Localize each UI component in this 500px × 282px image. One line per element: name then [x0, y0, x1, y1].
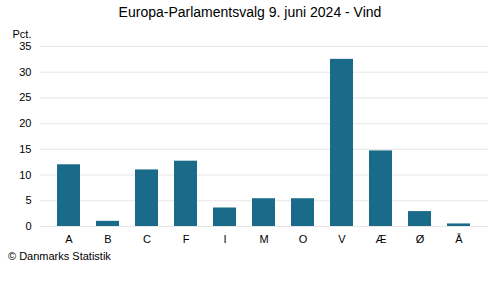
svg-text:I: I [223, 233, 226, 245]
svg-text:Pct.: Pct. [13, 28, 32, 40]
svg-text:35: 35 [19, 40, 31, 52]
svg-text:F: F [183, 233, 190, 245]
svg-text:Å: Å [455, 233, 463, 245]
html-text:© Danmarks Statistik: © Danmarks Statistik [8, 250, 111, 262]
svg-text:O: O [299, 233, 308, 245]
html-text:Europa-Parlamentsvalg 9. juni: Europa-Parlamentsvalg 9. juni 2024 - Vin… [118, 4, 382, 20]
svg-text:M: M [259, 233, 268, 245]
svg-text:Ø: Ø [416, 233, 425, 245]
svg-text:10: 10 [19, 169, 31, 181]
svg-text:0: 0 [25, 220, 31, 232]
svg-text:25: 25 [19, 91, 31, 103]
svg-text:15: 15 [19, 143, 31, 155]
svg-text:A: A [65, 233, 73, 245]
svg-text:C: C [143, 233, 151, 245]
svg-text:V: V [338, 233, 346, 245]
svg-text:B: B [104, 233, 111, 245]
svg-text:30: 30 [19, 66, 31, 78]
svg-text:Æ: Æ [376, 233, 387, 245]
svg-text:20: 20 [19, 117, 31, 129]
svg-text:5: 5 [25, 194, 31, 206]
